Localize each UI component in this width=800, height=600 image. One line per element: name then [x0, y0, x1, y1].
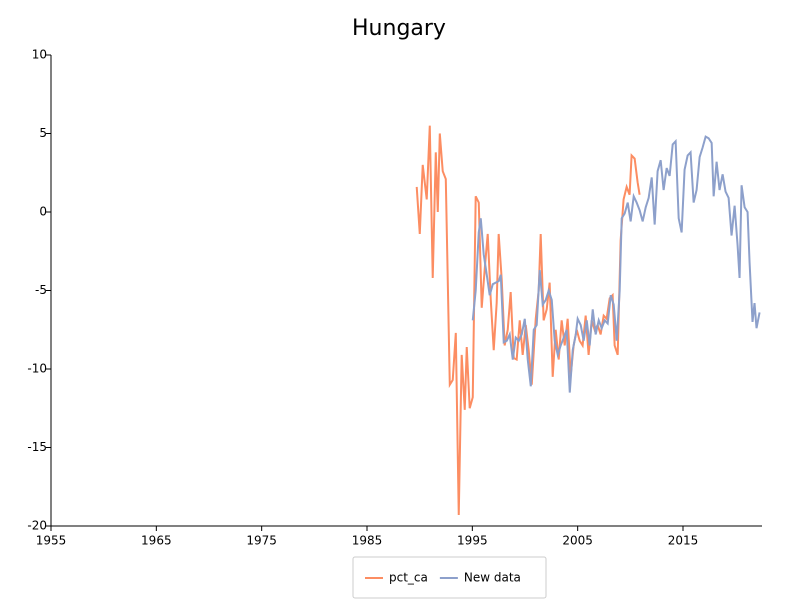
x-tick-label: 1975 — [246, 534, 277, 548]
y-tick-label: -5 — [35, 283, 47, 297]
x-tick-label: 1995 — [457, 534, 488, 548]
x-tick-label: 2005 — [562, 534, 593, 548]
y-tick-label: 10 — [32, 48, 47, 62]
y-tick-label: 0 — [39, 205, 47, 219]
x-tick-label: 1955 — [36, 534, 67, 548]
legend-label: New data — [464, 571, 521, 585]
y-tick-label: -15 — [27, 440, 47, 454]
y-tick-label: 5 — [39, 126, 47, 140]
chart-title: Hungary — [352, 16, 446, 41]
series-line — [471, 135, 761, 393]
series-line — [415, 125, 641, 516]
x-tick-label: 2015 — [668, 534, 699, 548]
y-tick-label: -10 — [27, 362, 47, 376]
x-tick-label: 1965 — [141, 534, 172, 548]
y-tick-label: -20 — [27, 519, 47, 533]
legend-label: pct_ca — [389, 571, 428, 585]
x-tick-label: 1985 — [352, 534, 383, 548]
